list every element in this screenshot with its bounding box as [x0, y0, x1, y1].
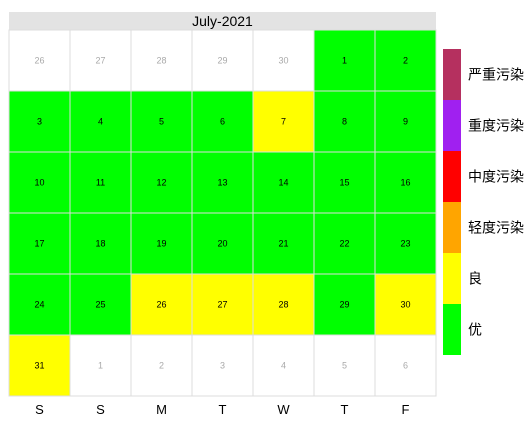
- legend-label: 优: [468, 323, 482, 339]
- calendar-title: July-2021: [192, 13, 253, 29]
- day-label: 30: [278, 56, 288, 66]
- legend-swatch: [443, 253, 461, 304]
- day-cell: [8, 273, 71, 336]
- day-label: 21: [278, 239, 288, 249]
- weekday-label: T: [341, 402, 349, 417]
- day-label: 12: [156, 178, 166, 188]
- day-cell: [252, 273, 315, 336]
- day-cell: [8, 151, 71, 214]
- outside-day-cell: [130, 334, 193, 397]
- outside-day-cell: [313, 334, 376, 397]
- day-label: 7: [281, 117, 286, 127]
- day-label: 1: [98, 361, 103, 371]
- day-label: 24: [34, 300, 44, 310]
- day-label: 10: [34, 178, 44, 188]
- day-label: 4: [98, 117, 103, 127]
- day-label: 8: [342, 117, 347, 127]
- day-cell: [313, 212, 376, 275]
- day-cell: [313, 273, 376, 336]
- day-label: 1: [342, 56, 347, 66]
- day-label: 11: [96, 178, 105, 188]
- legend-swatch: [443, 100, 461, 151]
- day-label: 18: [95, 239, 105, 249]
- day-label: 27: [95, 56, 105, 66]
- day-label: 3: [220, 361, 225, 371]
- day-cell: [252, 151, 315, 214]
- day-label: 29: [339, 300, 349, 310]
- day-label: 4: [281, 361, 286, 371]
- day-label: 13: [217, 178, 227, 188]
- day-label: 3: [37, 117, 42, 127]
- outside-day-cell: [191, 334, 254, 397]
- outside-day-cell: [374, 334, 437, 397]
- day-label: 15: [339, 178, 349, 188]
- day-label: 28: [278, 300, 288, 310]
- legend-label: 严重污染: [468, 68, 524, 84]
- day-label: 2: [159, 361, 164, 371]
- day-label: 28: [156, 56, 166, 66]
- day-label: 23: [400, 239, 410, 249]
- day-cell: [191, 90, 254, 153]
- day-cell: [374, 29, 437, 92]
- legend-swatch: [443, 151, 461, 202]
- day-cell: [130, 212, 193, 275]
- day-cell: [8, 90, 71, 153]
- weekday-label: T: [219, 402, 227, 417]
- day-label: 30: [400, 300, 410, 310]
- legend-label: 中度污染: [468, 170, 524, 186]
- day-label: 29: [217, 56, 227, 66]
- legend-swatch: [443, 202, 461, 253]
- day-label: 19: [156, 239, 166, 249]
- day-label: 20: [217, 239, 227, 249]
- day-cell: [374, 212, 437, 275]
- day-label: 2: [403, 56, 408, 66]
- day-label: 26: [156, 300, 166, 310]
- day-cell: [252, 90, 315, 153]
- day-label: 27: [217, 300, 227, 310]
- day-cell: [191, 151, 254, 214]
- day-cell: [130, 273, 193, 336]
- day-label: 26: [34, 56, 44, 66]
- weekday-label: M: [156, 402, 167, 417]
- day-cell: [191, 212, 254, 275]
- weekday-label: F: [402, 402, 410, 417]
- legend-label: 良: [468, 272, 482, 288]
- day-label: 6: [403, 361, 408, 371]
- day-label: 5: [342, 361, 347, 371]
- day-label: 25: [95, 300, 105, 310]
- day-cell: [191, 273, 254, 336]
- day-label: 16: [400, 178, 410, 188]
- day-cell: [8, 212, 71, 275]
- day-cell: [374, 90, 437, 153]
- calendar-title-bar: [9, 12, 436, 30]
- weekday-label: W: [277, 402, 290, 417]
- day-label: 22: [339, 239, 349, 249]
- day-label: 31: [34, 361, 44, 371]
- day-cell: [69, 90, 132, 153]
- day-label: 17: [34, 239, 44, 249]
- legend-swatch: [443, 49, 461, 100]
- day-label: 14: [278, 178, 288, 188]
- legend-swatch: [443, 304, 461, 355]
- outside-day-cell: [69, 334, 132, 397]
- weekday-label: S: [96, 402, 105, 417]
- day-cell: [313, 90, 376, 153]
- legend-label: 轻度污染: [468, 221, 524, 237]
- day-label: 6: [220, 117, 225, 127]
- calendar-border: [8, 29, 437, 397]
- day-label: 9: [403, 117, 408, 127]
- day-label: 5: [159, 117, 164, 127]
- legend-label: 重度污染: [468, 119, 524, 135]
- day-cell: [313, 29, 376, 92]
- weekday-label: S: [35, 402, 44, 417]
